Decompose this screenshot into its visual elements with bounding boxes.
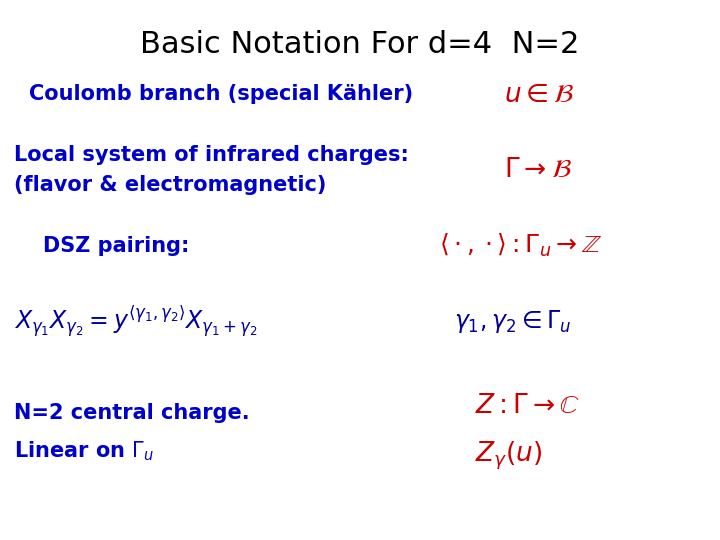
Text: $X_{\gamma_1} X_{\gamma_2} = y^{\langle \gamma_1, \gamma_2 \rangle} X_{\gamma_1 : $X_{\gamma_1} X_{\gamma_2} = y^{\langle … xyxy=(14,303,258,339)
Text: DSZ pairing:: DSZ pairing: xyxy=(43,235,189,256)
Text: $\Gamma \rightarrow \mathcal{B}$: $\Gamma \rightarrow \mathcal{B}$ xyxy=(504,157,572,183)
Text: $u \in \mathcal{B}$: $u \in \mathcal{B}$ xyxy=(504,82,575,107)
Text: $Z_{\gamma}(u)$: $Z_{\gamma}(u)$ xyxy=(475,440,543,472)
Text: $\langle \cdot,\cdot \rangle : \Gamma_u \rightarrow \mathbb{Z}$: $\langle \cdot,\cdot \rangle : \Gamma_u … xyxy=(439,232,603,259)
Text: $Z : \Gamma \rightarrow \mathbb{C}$: $Z : \Gamma \rightarrow \mathbb{C}$ xyxy=(475,393,580,419)
Text: N=2 central charge.: N=2 central charge. xyxy=(14,403,250,423)
Text: $\gamma_1, \gamma_2 \in \Gamma_u$: $\gamma_1, \gamma_2 \in \Gamma_u$ xyxy=(454,308,571,335)
Text: Coulomb branch (special Kähler): Coulomb branch (special Kähler) xyxy=(29,84,413,105)
Text: Linear on $\Gamma_u$: Linear on $\Gamma_u$ xyxy=(14,439,155,463)
Text: Basic Notation For d=4  N=2: Basic Notation For d=4 N=2 xyxy=(140,30,580,59)
Text: Local system of infrared charges:
(flavor & electromagnetic): Local system of infrared charges: (flavo… xyxy=(14,145,409,195)
